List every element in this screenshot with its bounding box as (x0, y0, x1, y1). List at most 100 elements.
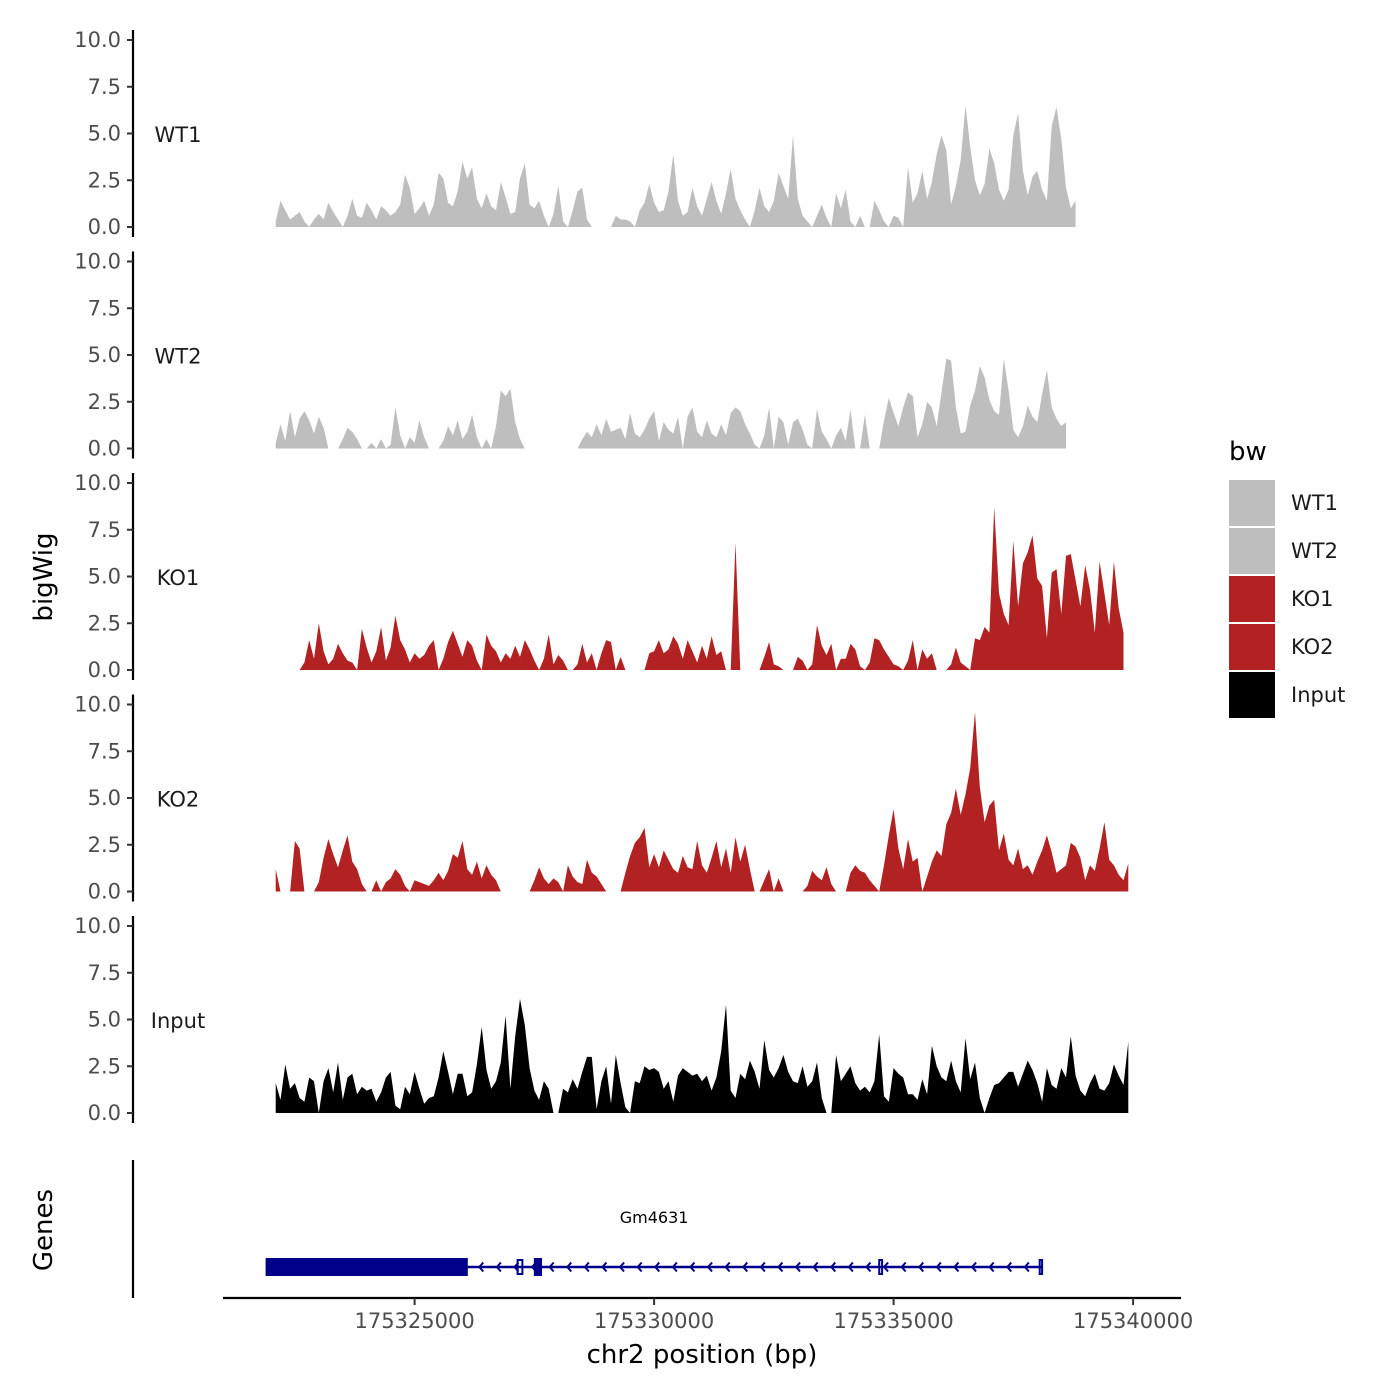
y-tick-label: 7.5 (88, 739, 121, 763)
y-tick-label: 5.0 (88, 786, 121, 810)
x-tick-label: 175335000 (833, 1309, 953, 1333)
x-tick-label: 175330000 (594, 1309, 714, 1333)
legend-label-input: Input (1291, 683, 1345, 707)
strand-arrow (847, 1261, 854, 1273)
legend-key-input (1229, 672, 1275, 718)
gene-exon (533, 1258, 543, 1276)
y-tick-label: 7.5 (88, 75, 121, 99)
track-label: KO1 (157, 566, 200, 590)
y-tick-label: 2.5 (88, 611, 121, 635)
x-tick-label: 175340000 (1073, 1309, 1193, 1333)
track-ko1: 0.0 2.5 5.0 7.5 10.0 KO1 (74, 471, 1124, 682)
legend-title: bw (1229, 437, 1267, 467)
track-wt1: 0.0 2.5 5.0 7.5 10.0 WT1 (74, 28, 1076, 239)
track-label: WT2 (155, 345, 202, 369)
strand-arrow (477, 1261, 485, 1273)
legend-key-ko1 (1229, 576, 1275, 622)
y-tick-label: 2.5 (88, 833, 121, 857)
y-tick-label: 0.0 (88, 880, 121, 904)
legend-key-wt1 (1229, 480, 1275, 526)
strand-arrow (689, 1261, 696, 1273)
strand-arrow (777, 1261, 784, 1273)
track-input: 0.0 2.5 5.0 7.5 10.0 Input (74, 914, 1129, 1125)
strand-arrow (988, 1261, 995, 1273)
y-tick-label: 5.0 (88, 565, 121, 589)
y-tick-label: 5.0 (88, 343, 121, 367)
signal-area-ko1 (299, 507, 1124, 670)
genes-panel: Gm4631 (131, 1160, 1044, 1298)
strand-arrow (565, 1261, 573, 1273)
y-tick-label: 7.5 (88, 296, 121, 320)
y-tick-label: 5.0 (88, 122, 121, 146)
strand-arrow (759, 1261, 766, 1273)
track-wt2: 0.0 2.5 5.0 7.5 10.0 WT2 (74, 250, 1066, 461)
y-tick-label: 2.5 (88, 390, 121, 414)
strand-arrow (601, 1261, 608, 1273)
gene-exon (265, 1258, 468, 1276)
legend-key-wt2 (1229, 528, 1275, 574)
strand-arrow (636, 1261, 643, 1273)
signal-tracks: 0.02.55.07.510.0WT10.02.55.07.510.0WT20.… (74, 28, 1129, 1125)
strand-arrow (1023, 1261, 1030, 1273)
x-tick-label: 175325000 (354, 1309, 474, 1333)
strand-arrow (583, 1261, 590, 1273)
strand-arrow (741, 1261, 749, 1273)
genes-panel-title: Genes (29, 1189, 59, 1271)
x-axis-title: chr2 position (bp) (587, 1340, 818, 1370)
strand-arrow (865, 1261, 872, 1273)
signal-area-input (275, 998, 1129, 1113)
strand-arrow (794, 1261, 801, 1273)
strand-arrow (900, 1261, 907, 1273)
strand-arrow (671, 1261, 678, 1273)
strand-arrow (953, 1261, 960, 1273)
track-label: WT1 (155, 123, 202, 147)
strand-arrow (917, 1261, 925, 1273)
legend-key-ko2 (1229, 624, 1275, 670)
strand-arrow (618, 1261, 625, 1273)
strand-arrow (935, 1261, 942, 1273)
track-ko2: 0.0 2.5 5.0 7.5 10.0 KO2 (74, 693, 1129, 904)
y-tick-label: 2.5 (88, 168, 121, 192)
strand-arrow (1005, 1261, 1013, 1273)
signal-area-wt1 (275, 105, 1076, 227)
y-tick-label: 2.5 (88, 1054, 121, 1078)
y-tick-label: 10.0 (74, 250, 121, 274)
gene-exon (516, 1259, 524, 1275)
legend-label-wt1: WT1 (1291, 491, 1338, 515)
strand-arrow (706, 1261, 713, 1273)
y-axis-title: bigWig (29, 532, 59, 621)
gene-exon (878, 1259, 884, 1275)
y-tick-label: 0.0 (88, 658, 121, 682)
strand-arrow (882, 1261, 889, 1273)
signal-area-ko2 (275, 712, 1129, 892)
y-tick-label: 10.0 (74, 28, 121, 52)
strand-arrow (812, 1261, 819, 1273)
legend-label-ko1: KO1 (1291, 587, 1334, 611)
gene-name-label: Gm4631 (620, 1208, 689, 1227)
y-tick-label: 0.0 (88, 1101, 121, 1125)
track-label: KO2 (157, 788, 200, 812)
y-tick-label: 5.0 (88, 1008, 121, 1032)
strand-arrow (548, 1261, 555, 1273)
strand-arrow (724, 1261, 731, 1273)
legend-label-ko2: KO2 (1291, 635, 1334, 659)
gene-model: Gm4631 (265, 1208, 1044, 1276)
strand-arrow (495, 1261, 502, 1273)
strand-arrow (970, 1261, 977, 1273)
gene-exon (1038, 1259, 1044, 1275)
legend: bw WT1 WT2 KO1 KO2 Input (1229, 437, 1345, 718)
x-axis: 175325000 175330000 175335000 175340000 (223, 1296, 1193, 1333)
y-tick-label: 10.0 (74, 693, 121, 717)
legend-label-wt2: WT2 (1291, 539, 1338, 563)
y-tick-label: 10.0 (74, 471, 121, 495)
track-label: Input (151, 1009, 205, 1033)
y-tick-label: 7.5 (88, 518, 121, 542)
y-tick-label: 0.0 (88, 215, 121, 239)
y-tick-label: 10.0 (74, 914, 121, 938)
y-tick-label: 0.0 (88, 437, 121, 461)
y-tick-label: 7.5 (88, 961, 121, 985)
signal-area-wt2 (275, 358, 1066, 449)
strand-arrow (653, 1261, 661, 1273)
strand-arrow (829, 1261, 837, 1273)
